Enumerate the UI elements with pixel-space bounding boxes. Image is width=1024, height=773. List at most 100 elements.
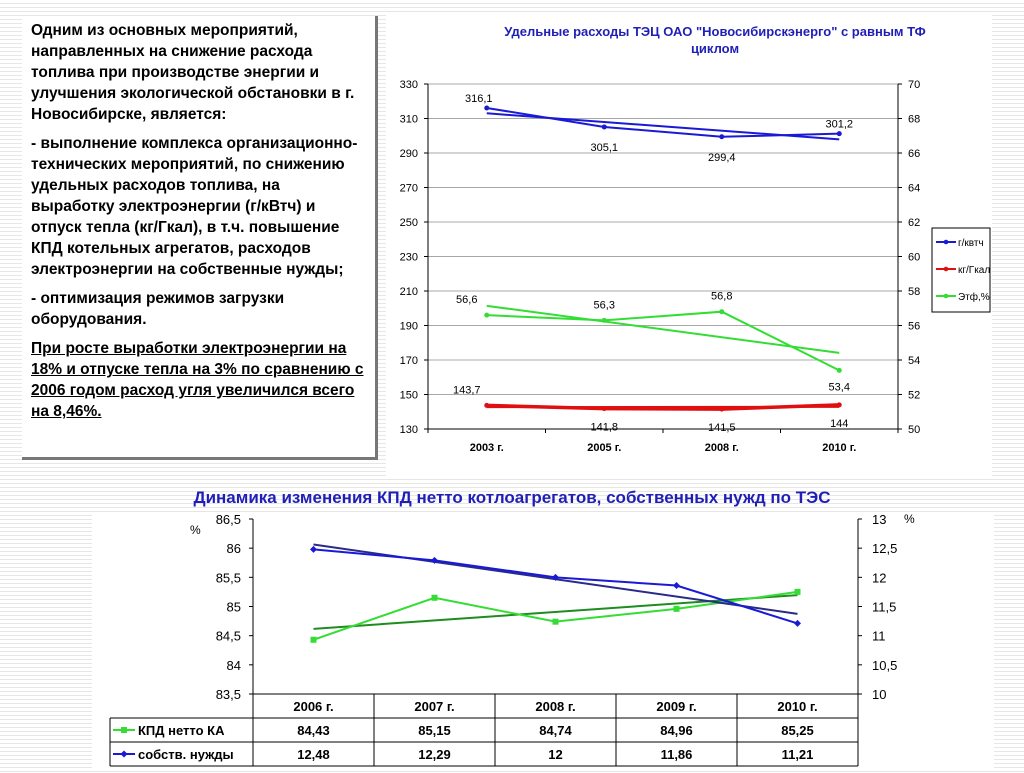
chart1-y2-tick-label: 62 <box>908 217 920 229</box>
chart2-table-value: 11,21 <box>782 747 814 762</box>
chart2-table-value: 84,43 <box>297 723 330 738</box>
chart2-x-tick-label: 2008 г. <box>535 699 575 714</box>
chart1-legend-marker <box>944 294 949 299</box>
chart2-y-axis-label: % <box>190 523 201 537</box>
chart1-data-point <box>484 313 489 318</box>
chart2-data-point <box>674 606 680 612</box>
chart1-y-tick-label: 310 <box>400 114 418 126</box>
chart1-y2-tick-label: 58 <box>908 286 920 298</box>
chart2-y-tick-label: 84 <box>227 658 241 673</box>
chart1-data-point <box>602 406 607 411</box>
chart1-trendline <box>487 306 840 353</box>
chart2-x-tick-label: 2010 г. <box>777 699 817 714</box>
intro-text-box: Одним из основных мероприятий, направлен… <box>22 16 378 460</box>
chart2-y-tick-label: 83,5 <box>216 687 241 702</box>
chart2-table-value: 12,29 <box>418 747 451 762</box>
chart1-legend-label: г/квтч <box>958 238 984 249</box>
chart1-title-line1: Удельные расходы ТЭЦ ОАО "Новосибирскэне… <box>504 24 925 39</box>
chart1-data-point <box>837 402 842 407</box>
chart1-y2-tick-label: 50 <box>908 424 920 436</box>
chart2-y2-tick-label: 10 <box>872 687 886 702</box>
chart2-table-value: 85,15 <box>418 723 451 738</box>
chart1-legend-marker <box>944 267 949 272</box>
efficiency-chart: 83,58484,58585,58686,51010,51111,51212,5… <box>92 512 994 768</box>
chart2-data-point <box>432 595 438 601</box>
chart2-legend-marker <box>121 727 127 733</box>
chart2-table-value: 11,86 <box>661 747 693 762</box>
intro-paragraph-3: - оптимизация режимов загрузки оборудова… <box>31 288 367 330</box>
chart2-heading: Динамика изменения КПД нетто котлоагрега… <box>0 488 1024 508</box>
chart1-legend-marker <box>944 240 949 245</box>
chart1-data-point <box>719 309 724 314</box>
chart2-legend-label: КПД нетто КА <box>138 723 225 738</box>
chart1-data-point <box>837 131 842 136</box>
chart2-table-value: 84,74 <box>539 723 572 738</box>
chart1-y2-tick-label: 60 <box>908 252 920 264</box>
chart1-data-point <box>484 403 489 408</box>
chart2-x-tick-label: 2009 г. <box>656 699 696 714</box>
chart2-data-point <box>553 619 559 625</box>
chart1-data-label: 56,8 <box>711 291 732 303</box>
chart1-series-line <box>487 312 840 371</box>
chart1-legend-label: кг/Гкал <box>958 265 990 276</box>
chart1-data-label: 143,7 <box>453 384 481 396</box>
chart1-data-point <box>602 124 607 129</box>
specific-consumption-chart: Удельные расходы ТЭЦ ОАО "Новосибирскэне… <box>386 14 992 478</box>
chart1-y2-tick-label: 52 <box>908 390 920 402</box>
chart1-data-label: 56,6 <box>456 294 477 306</box>
chart1-legend: г/квтч кг/Гкал Этф,% <box>932 228 990 312</box>
chart2-data-point <box>310 546 317 553</box>
chart1-data-label: 144 <box>830 418 848 430</box>
chart2-y2-tick-label: 11 <box>872 629 886 644</box>
chart1-series-line <box>487 108 840 137</box>
chart1-data-label: 316,1 <box>465 93 493 105</box>
chart1-data-point <box>719 407 724 412</box>
chart1-data-label: 305,1 <box>590 142 618 154</box>
chart1-data-point <box>484 105 489 110</box>
chart1-y-tick-label: 270 <box>400 183 418 195</box>
chart2-legend-label: собств. нужды <box>138 747 234 762</box>
chart2-y2-tick-label: 12 <box>872 570 886 585</box>
chart1-data-label: 141,8 <box>590 422 618 434</box>
chart1-x-tick-label: 2005 г. <box>587 442 621 454</box>
chart1-data-point <box>719 134 724 139</box>
intro-paragraph-4: При росте выработки электроэнергии на 18… <box>31 338 367 422</box>
chart2-data-point <box>794 620 801 627</box>
chart1-data-label: 56,3 <box>594 299 615 311</box>
chart1-y2-tick-label: 54 <box>908 355 920 367</box>
chart1-y-tick-label: 290 <box>400 148 418 160</box>
chart2-table-value: 12 <box>548 747 562 762</box>
chart1-y2-tick-label: 66 <box>908 148 920 160</box>
chart1-data-label: 141,5 <box>708 422 736 434</box>
chart2-x-tick-label: 2007 г. <box>414 699 454 714</box>
chart2-y-tick-label: 85 <box>227 600 241 615</box>
top-chart-panel: Удельные расходы ТЭЦ ОАО "Новосибирскэне… <box>386 14 992 478</box>
chart1-data-label: 299,4 <box>708 152 736 164</box>
chart1-y2-tick-label: 68 <box>908 114 920 126</box>
chart1-data-label: 53,4 <box>829 381 850 393</box>
chart1-y-tick-label: 210 <box>400 286 418 298</box>
chart1-y-tick-label: 190 <box>400 321 418 333</box>
chart2-y-tick-label: 86,5 <box>216 512 241 527</box>
chart1-y2-tick-label: 64 <box>908 183 920 195</box>
chart1-y-tick-label: 150 <box>400 390 418 402</box>
chart1-x-tick-label: 2010 г. <box>822 442 856 454</box>
chart1-x-tick-label: 2008 г. <box>705 442 739 454</box>
chart2-y2-tick-label: 13 <box>872 512 886 527</box>
chart1-x-tick-label: 2003 г. <box>470 442 504 454</box>
chart2-y-tick-label: 85,5 <box>216 570 241 585</box>
chart2-data-point <box>673 582 680 589</box>
chart1-data-label: 301,2 <box>825 119 853 131</box>
chart2-legend-marker <box>121 751 128 758</box>
chart2-y2-axis-label: % <box>904 512 915 526</box>
chart2-data-point <box>311 637 317 643</box>
chart2-y-tick-label: 84,5 <box>216 629 241 644</box>
chart1-y-tick-label: 170 <box>400 355 418 367</box>
intro-paragraph-2: - выполнение комплекса организационно-те… <box>31 133 367 280</box>
chart1-data-point <box>837 368 842 373</box>
chart1-legend-label: Этф,% <box>958 291 990 303</box>
chart2-y2-tick-label: 12,5 <box>872 541 897 556</box>
chart2-table-value: 85,25 <box>781 723 814 738</box>
chart2-series-line <box>314 592 798 640</box>
